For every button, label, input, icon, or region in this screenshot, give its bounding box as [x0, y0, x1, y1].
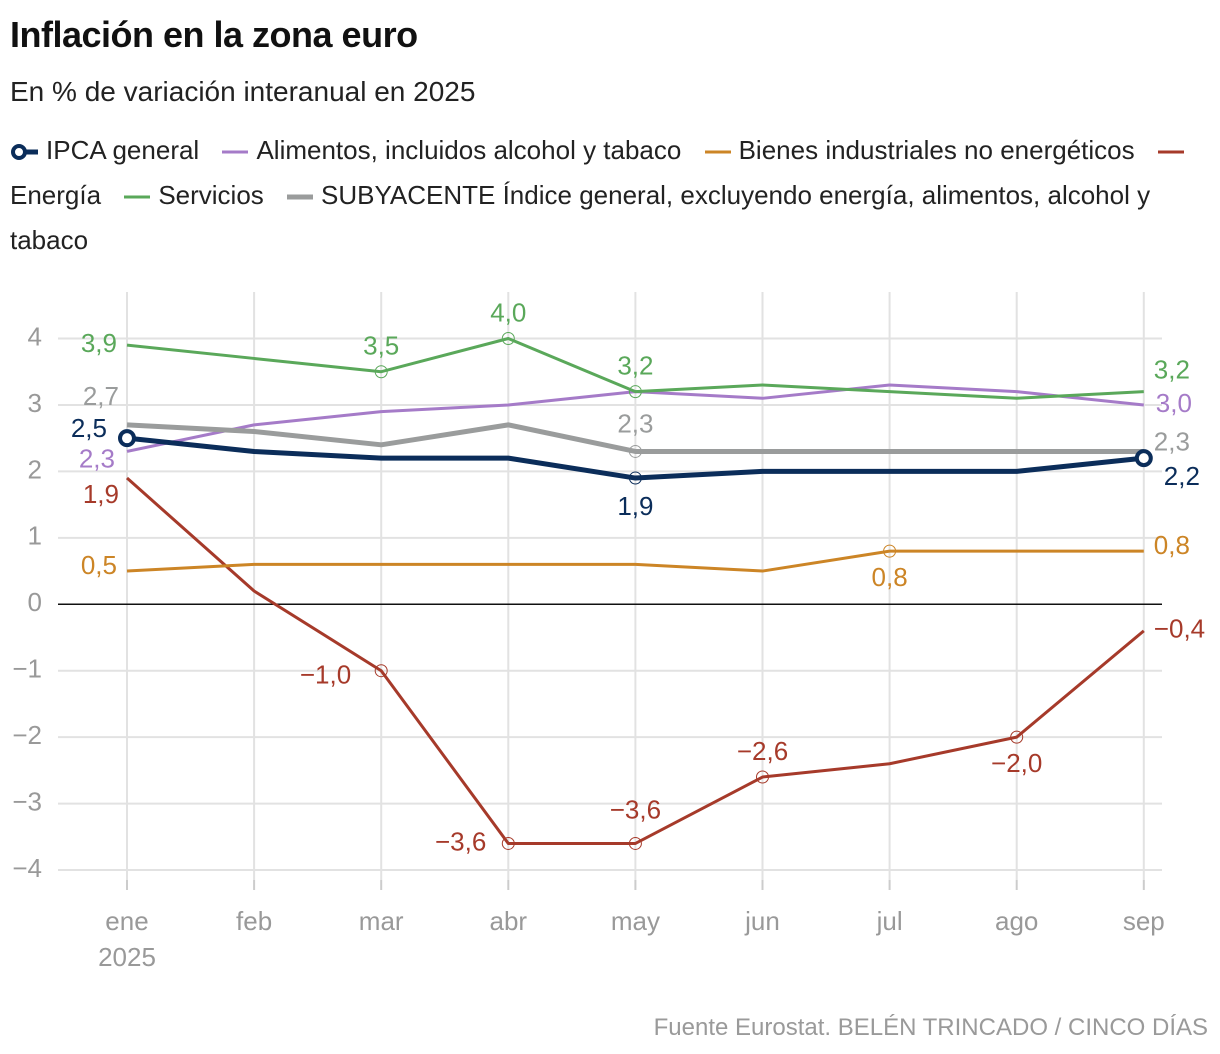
series-line — [126, 476, 1145, 845]
data-label: 2,3 — [1154, 426, 1190, 456]
y-tick-label: 1 — [28, 521, 42, 551]
legend-swatch — [704, 150, 731, 154]
data-label: 0,8 — [1154, 530, 1190, 560]
x-tick-label: sep — [1123, 906, 1165, 936]
point-marker — [628, 836, 642, 850]
data-label: 3,5 — [363, 331, 399, 361]
point-marker — [501, 836, 515, 850]
swatch-marker — [11, 144, 27, 161]
data-label: 4,0 — [490, 297, 526, 327]
point-marker — [628, 385, 642, 399]
y-tick-label: −4 — [12, 853, 42, 883]
point-marker — [883, 544, 897, 558]
legend-item: Bienes industriales no energéticos — [703, 135, 1135, 165]
legend-item: Servicios — [122, 180, 264, 210]
series-line — [126, 337, 1144, 400]
legend: IPCA general Alimentos, incluidos alcoho… — [10, 128, 1210, 263]
y-tick-label: −1 — [12, 654, 42, 684]
y-tick-label: 2 — [28, 454, 42, 484]
x-tick-label: ago — [995, 906, 1038, 936]
x-tick-label: ene — [105, 906, 148, 936]
data-label: 3,2 — [617, 351, 653, 381]
point-marker — [628, 471, 642, 485]
data-label: −0,4 — [1154, 614, 1205, 644]
data-label: 2,2 — [1164, 461, 1200, 491]
data-label: 2,3 — [617, 408, 653, 438]
point-marker — [628, 444, 642, 458]
data-label: 2,5 — [71, 413, 107, 443]
data-label: −1,0 — [300, 660, 351, 690]
data-label: 2,7 — [83, 381, 119, 411]
legend-swatch — [287, 194, 314, 200]
data-label: −3,6 — [435, 826, 486, 856]
series-line — [126, 422, 1144, 454]
point-marker — [501, 332, 515, 346]
legend-label: Servicios — [158, 180, 264, 210]
data-label: 3,0 — [1156, 388, 1192, 418]
x-tick-label: abr — [490, 906, 528, 936]
y-tick-label: 0 — [28, 587, 42, 617]
x-tick-label: may — [611, 906, 660, 936]
data-label: 0,5 — [81, 550, 117, 580]
y-tick-label: −3 — [12, 786, 42, 816]
x-tick-label: jul — [876, 906, 903, 936]
legend-item: Alimentos, incluidos alcohol y tabaco — [220, 135, 681, 165]
legend-label: Energía — [10, 180, 102, 210]
point-marker — [374, 365, 388, 379]
legend-swatch — [222, 150, 249, 154]
data-label: 3,9 — [81, 328, 117, 358]
data-label: 1,9 — [617, 491, 653, 521]
chart-subtitle: En % de variación interanual en 2025 — [10, 76, 476, 107]
data-label: 2,3 — [79, 443, 115, 473]
point-marker — [1010, 730, 1024, 744]
x-year-label: 2025 — [98, 942, 156, 972]
legend-label: IPCA general — [46, 135, 200, 165]
data-label: −2,6 — [737, 736, 788, 766]
header: Inflación en la zona euro En % de variac… — [10, 14, 1210, 263]
data-label: −3,6 — [610, 794, 661, 824]
x-tick-label: mar — [359, 906, 404, 936]
y-tick-label: 4 — [28, 321, 42, 351]
legend-item: Energía — [10, 135, 1192, 210]
point-marker — [374, 664, 388, 678]
legend-item: SUBYACENTE Índice general, excluyendo en… — [10, 180, 1150, 255]
x-tick-label: jun — [744, 906, 780, 936]
chart-title: Inflación en la zona euro — [10, 14, 418, 55]
series-line — [126, 435, 1145, 481]
legend-item: IPCA general — [10, 135, 199, 165]
legend-label: Alimentos, incluidos alcohol y tabaco — [256, 135, 682, 165]
series-line — [126, 549, 1144, 573]
legend-swatch — [1157, 150, 1184, 154]
legend-swatch — [11, 144, 38, 161]
data-label: 0,8 — [872, 562, 908, 592]
point-marker — [118, 429, 136, 448]
data-label: 3,2 — [1154, 355, 1190, 385]
y-tick-label: −2 — [12, 720, 42, 750]
legend-label: Bienes industriales no energéticos — [738, 135, 1135, 165]
source: Fuente Eurostat. BELÉN TRINCADO / CINCO … — [653, 1014, 1208, 1041]
point-marker — [756, 770, 769, 784]
y-tick-label: 3 — [28, 388, 42, 418]
legend-label: SUBYACENTE Índice general, excluyendo en… — [10, 180, 1151, 255]
point-marker — [1134, 449, 1153, 468]
legend-swatch — [124, 195, 151, 199]
data-label: 1,9 — [83, 479, 119, 509]
data-label: −2,0 — [991, 748, 1042, 778]
x-tick-label: feb — [236, 906, 272, 936]
